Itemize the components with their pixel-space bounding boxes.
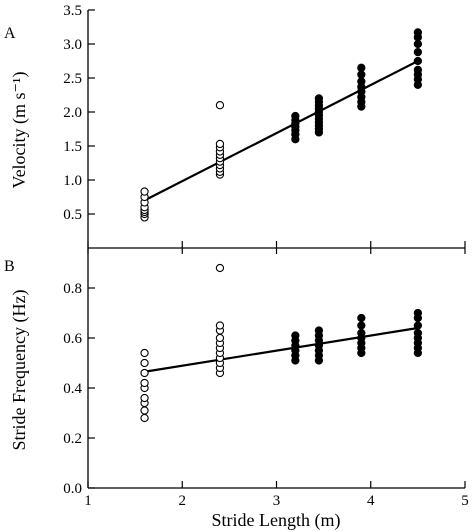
panel-b-filled-data-point — [314, 326, 324, 335]
panel-b-filled-data-point — [413, 328, 423, 338]
panel-b-open-data-point — [215, 333, 225, 343]
panel-b-y-tick-label: 0.8 — [63, 281, 82, 297]
panel-a-y-tick-label: 1.5 — [63, 139, 82, 155]
panel-a-filled-data-point — [413, 48, 423, 57]
panel-a-y-tick-label: 1.0 — [63, 173, 82, 189]
panel-b-x-tick-label: 3 — [273, 493, 281, 509]
panel-b-regression-line — [144, 326, 419, 373]
panel-b-x-tick-label: 5 — [461, 493, 469, 509]
panel-b-filled-data-point — [413, 321, 423, 330]
panel-b-open-data-point — [140, 393, 149, 403]
panel-a-open-data-point — [140, 187, 149, 196]
panel-a-filled-data-point — [413, 39, 423, 49]
panel-b-open-data-point — [140, 406, 149, 415]
panel-b-y-tick-label: 0.2 — [63, 431, 82, 447]
panel-a-y-tick-label: 2.5 — [63, 71, 82, 87]
panel-b-open-data-point — [140, 378, 149, 388]
panel-a-y-tick-label: 0.5 — [63, 207, 82, 223]
panel-b-y-axis-title: Stride Frequency (Hz) — [9, 290, 30, 451]
panel-b-x-tick-label: 1 — [84, 493, 92, 509]
panel-a-filled-data-point — [413, 65, 423, 74]
panel-b-x-tick-label: 2 — [179, 493, 187, 509]
panel-b-filled-data-point — [413, 308, 423, 318]
panel-a-filled-data-point — [291, 111, 300, 121]
panel-a-filled-data-point — [357, 70, 366, 79]
panel-a-open-data-point — [215, 101, 225, 110]
panel-b-open-data-point — [140, 348, 149, 358]
panel-b-filled-data-point — [291, 331, 300, 340]
panel-b-y-tick-label: 0.6 — [63, 331, 82, 347]
panel-b-filled-data-point — [357, 313, 366, 323]
panel-a-filled-data-point — [357, 77, 366, 86]
panel-b-open-data-point — [140, 368, 149, 378]
panel-b-open-data-point — [215, 263, 225, 273]
panel-b-letter: B — [4, 258, 15, 275]
panel-b-x-tick-label: 4 — [367, 493, 375, 509]
panel-a-regression-line — [144, 60, 419, 202]
panel-b-open-data-point — [215, 321, 225, 330]
panel-b-open-data-point — [140, 358, 149, 368]
panel-a-y-tick-label: 3.5 — [63, 3, 82, 19]
panel-a-y-tick-label: 3.0 — [63, 37, 82, 53]
panel-a-filled-data-point — [413, 28, 423, 37]
panel-b-y-tick-label: 0.4 — [63, 381, 82, 397]
panel-a-filled-data-point — [357, 63, 366, 72]
panel-b-filled-data-point — [357, 328, 366, 338]
panel-a-y-axis-title: Velocity (m s⁻¹) — [9, 72, 30, 189]
panel-a-open-data-point — [215, 139, 225, 149]
panel-a-y-tick-label: 2.0 — [63, 105, 82, 121]
x-axis-title: Stride Length (m) — [212, 510, 341, 531]
panel-b-open-data-point — [140, 413, 149, 423]
panel-b-y-tick-label: 0.0 — [63, 481, 82, 497]
panel-a-letter: A — [4, 25, 16, 42]
panel-b-filled-data-point — [357, 321, 366, 330]
panel-a-filled-data-point — [413, 56, 423, 66]
panel-a-filled-data-point — [314, 94, 324, 103]
